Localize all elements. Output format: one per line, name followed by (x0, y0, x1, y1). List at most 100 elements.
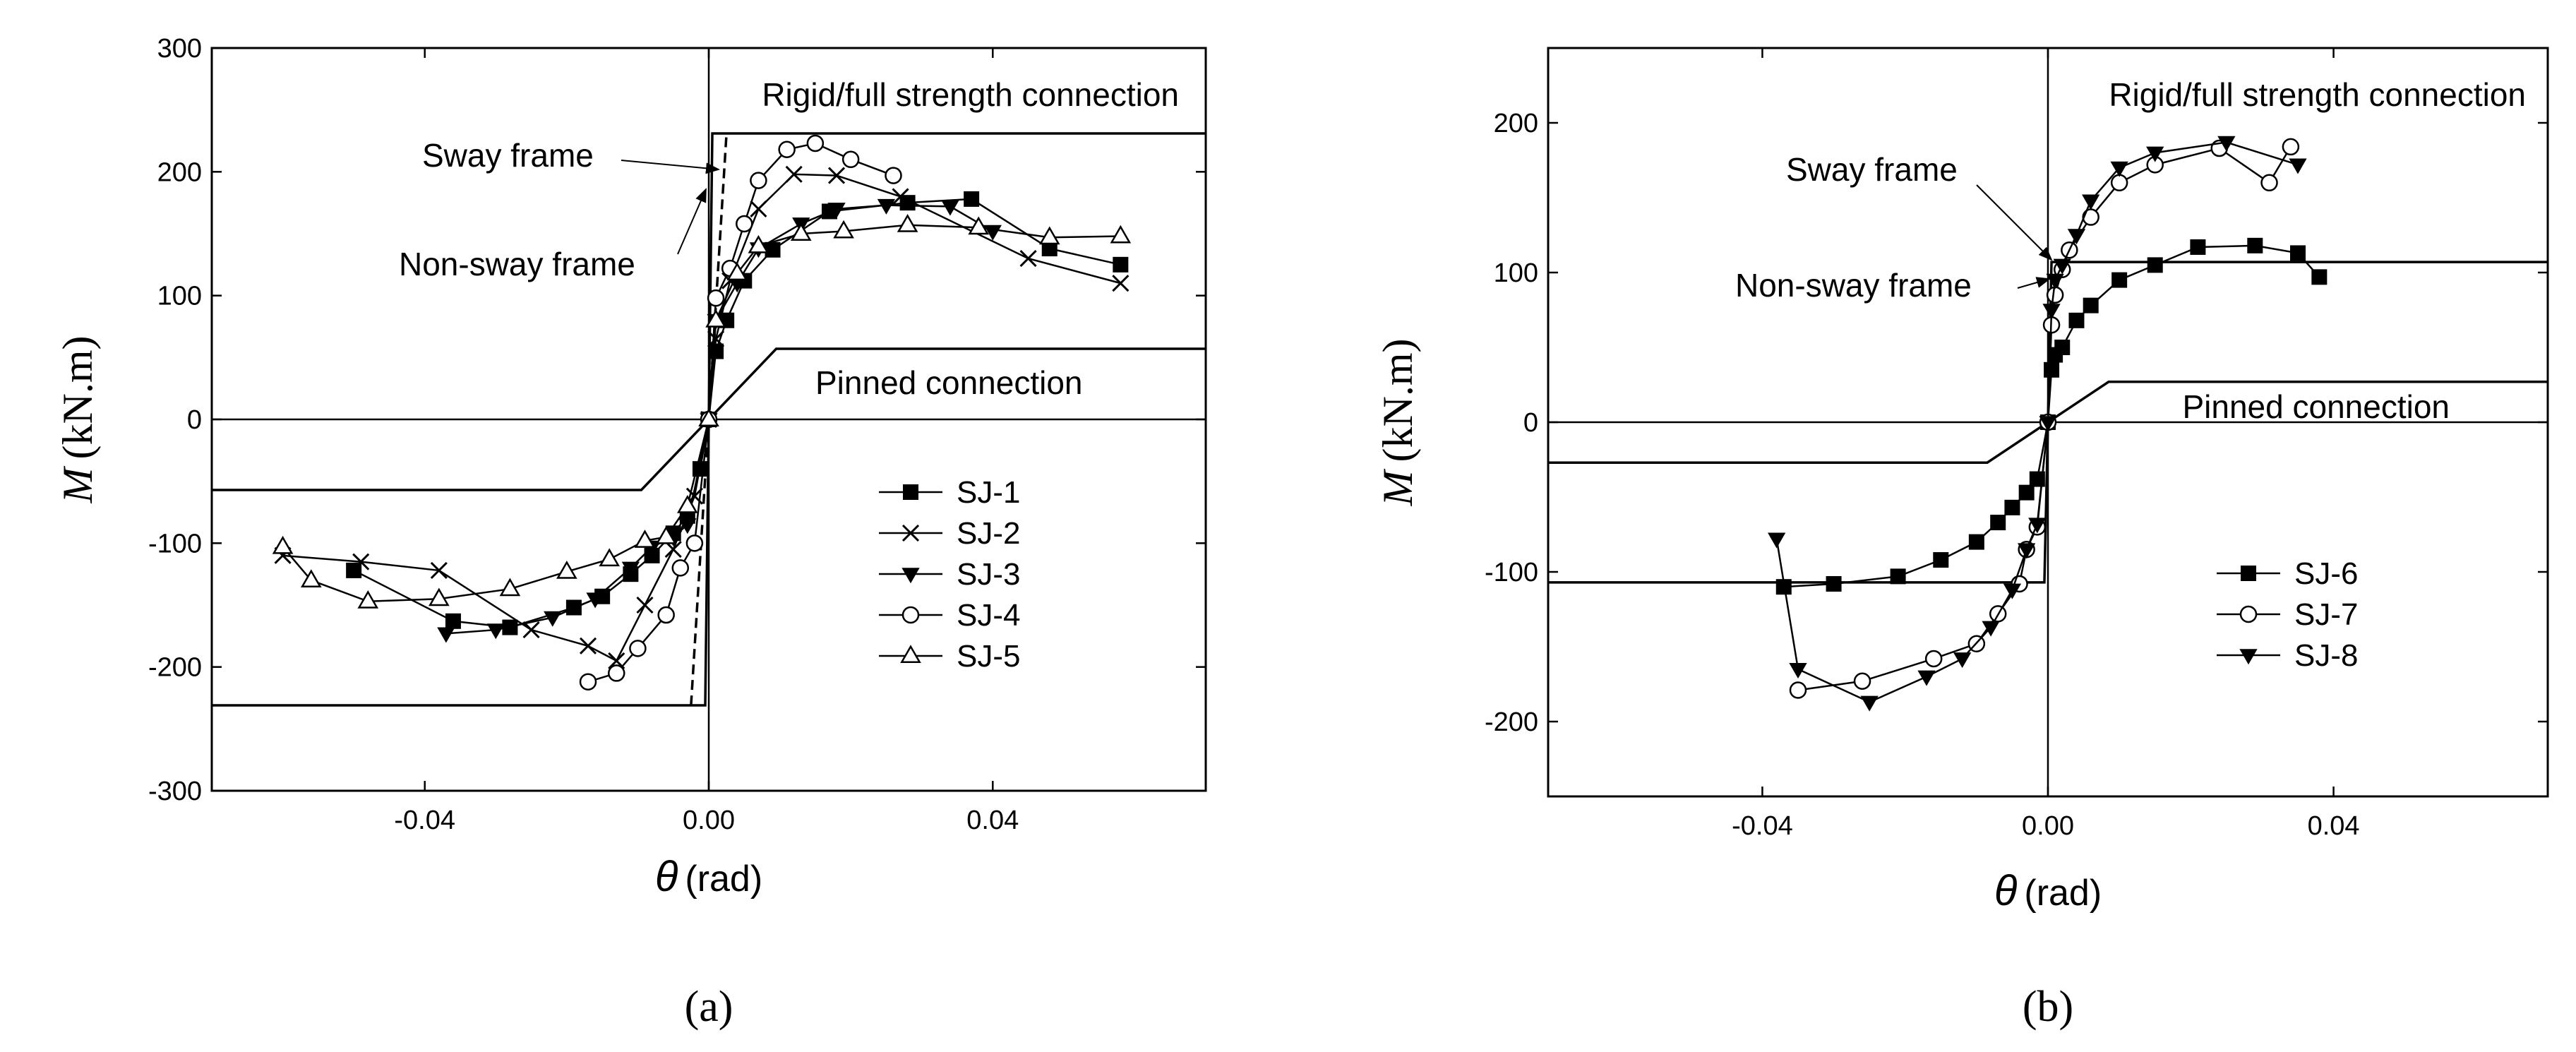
panel-a-series-sj-4-point (885, 167, 902, 184)
panel-b-series-sj-8-point (2217, 136, 2236, 152)
panel-a-label: (a) (685, 983, 733, 1031)
panel-a-series-sj-4-point (841, 150, 860, 169)
panel-a-ytick-label: 100 (157, 282, 202, 311)
panel-a-series-sj-2-point (827, 167, 846, 184)
panel-a-xtick-label: 0.00 (683, 806, 735, 835)
panel-a-data-series (272, 134, 1132, 691)
panel-a-series-sj-1-point (964, 191, 980, 207)
panel-b-chart: -200 -100 0 100 200 -0.04 0.00 0.04 Rigid/full … (1374, 47, 2549, 1031)
panel-a-series-sj-3-point (621, 561, 640, 578)
panel-b-series-sj-6-point (1933, 552, 1949, 568)
panel-a-series-sj-2-point (522, 621, 540, 639)
panel-b-xtick-label: 0.04 (2308, 811, 2360, 841)
panel-a-legend-sj-5-label: SJ-5 (957, 639, 1020, 674)
panel-a-series-sj-3-point (486, 623, 505, 640)
panel-a-chart: -300 -200 -100 0 100 200 300 -0.04 0.00 0.04 Rigi… (54, 34, 1207, 1031)
panel-a-series-sj-1-point (1041, 241, 1058, 257)
panel-b-legend-sj-6-marker (2241, 566, 2256, 581)
panel-b-series-sj-8-point (1953, 652, 1972, 669)
panel-a-series-sj-5-point (748, 234, 769, 253)
panel-a-series-sj-5-point (499, 578, 521, 597)
panel-a-xtick-label: 0.04 (966, 806, 1019, 835)
panel-a-axes: -300 -200 -100 0 100 200 300 -0.04 0.00 0.04 (148, 34, 1206, 835)
panel-b-series-sj-6-point (2311, 269, 2328, 285)
panel-a-legend-sj-5-marker (900, 645, 921, 664)
panel-a-series-sj-2-point (664, 541, 682, 558)
panel-a-series-sj-2-point (430, 561, 448, 579)
panel-b-series-sj-8-point (1789, 663, 1807, 679)
panel-b-series-sj-6-point (2004, 499, 2020, 515)
panel-a-legend-sj-2-marker (901, 524, 920, 542)
panel-a-legend-sj-4-marker (901, 606, 920, 624)
panel-a-nonsway-arrow (677, 188, 707, 255)
panel-a-ytick-label: 200 (157, 157, 202, 187)
panel-a-series-sj-5-point (705, 309, 726, 328)
panel-b-legend: SJ-6 SJ-7 SJ-8 (2217, 556, 2358, 673)
panel-a-series-sj-2-point (750, 200, 767, 217)
panel-b-series-sj-6-point (2018, 484, 2035, 501)
panel-b-sway-arrow (1976, 184, 2053, 261)
panel-a-legend-sj-4-label: SJ-4 (957, 598, 1020, 633)
panel-b-data-series (1768, 136, 2328, 712)
panel-a-ytick-label: 0 (187, 405, 202, 435)
panel-a-legend-sj-3-label: SJ-3 (957, 557, 1020, 592)
panel-b-series-sj-8-point (1917, 670, 1936, 686)
panel-b-nonsway-arrow (2017, 277, 2051, 289)
panel-a-series-sj-2-point (785, 165, 803, 183)
panel-a-series-sj-4-point (671, 559, 690, 577)
panel-b-xlabel: θ (rad) (1994, 867, 2102, 914)
panel-b-series-sj-6-point (1826, 575, 1842, 592)
panel-b-series-sj-8-point (2110, 161, 2128, 177)
panel-b-series-sj-7-point (1853, 672, 1871, 691)
panel-b-series-sj-8-point (2146, 146, 2164, 162)
panel-a-legend: SJ-1 SJ-2 SJ-3 SJ-4 SJ-5 (879, 475, 1020, 674)
panel-b-series-sj-8 (1768, 136, 2307, 712)
panel-b-series-sj-6 (1775, 237, 2328, 595)
panel-b-series-sj-7-point (2046, 286, 2064, 304)
panel-b-series-sj-6-point (2054, 340, 2071, 355)
panel-b-series-sj-7-point (2260, 174, 2278, 192)
panel-a-series-sj-5-point (790, 222, 812, 241)
panel-b-ylabel: M(kN.m) (1374, 339, 1421, 507)
panel-a-series-sj-5-point (1110, 225, 1132, 244)
panel-a-legend-sj-1-marker (903, 484, 918, 500)
panel-a-series-sj-4-point (778, 141, 796, 159)
panel-b-series-sj-6-point (2190, 239, 2206, 255)
panel-b-ytick-label: -200 (1485, 707, 1538, 737)
panel-b-series-sj-6-point (2147, 257, 2163, 273)
panel-b-series-sj-6-point (1890, 568, 1906, 585)
panel-a-series-sj-5-point (897, 214, 918, 232)
panel-b-series-sj-8-point (2042, 304, 2061, 320)
panel-b-series-sj-7-point (1789, 681, 1807, 699)
panel-a-series-sj-3-point (678, 518, 697, 534)
panel-a-series-sj-4-point (750, 172, 767, 189)
panel-b-series-sj-6-point (1990, 515, 2006, 531)
panel-a-ytick-label: 300 (157, 34, 202, 64)
panel-b-series-sj-8-point (1768, 532, 1786, 549)
panel-a-series-sj-3-point (437, 627, 455, 643)
panel-b-series-sj-8-point (1982, 621, 2000, 637)
panel-b-series-sj-6-point (2044, 361, 2060, 378)
panel-b-series-sj-8-point (2028, 518, 2047, 534)
panel-b-ytick-label: -100 (1485, 558, 1538, 587)
panel-a-legend-sj-2-label: SJ-2 (957, 516, 1020, 551)
panel-a-series-sj-3-point (728, 277, 746, 293)
panel-a-pinned-label: Pinned connection (815, 364, 1083, 401)
panel-a-series-sj-5-point (556, 560, 577, 579)
panel-b-series-sj-6-point (2083, 297, 2099, 313)
panel-b-ytick-label: 200 (1494, 109, 1538, 138)
panel-b-series-sj-6-point (1968, 534, 1984, 550)
panel-b-series-sj-6-point (2068, 312, 2085, 328)
panel-a-series-sj-5-point (357, 590, 379, 609)
panel-a-series-sj-1-point (765, 241, 781, 258)
panel-b-series-sj-8-point (2039, 416, 2057, 432)
panel-a-legend-sj-1-label: SJ-1 (957, 475, 1020, 510)
panel-a-series-sj-5-line (282, 224, 1121, 602)
panel-a-series-sj-1-point (1113, 256, 1129, 273)
panel-b-series-sj-6-point (2290, 245, 2306, 261)
panel-b-series-sj-7-point (2282, 138, 2300, 156)
panel-a-series-sj-5-point (698, 408, 719, 427)
panel-b-legend-sj-6-label: SJ-6 (2294, 556, 2358, 591)
panel-a-series-sj-3-point (586, 592, 604, 609)
panel-a-series-sj-2-point (707, 330, 725, 348)
